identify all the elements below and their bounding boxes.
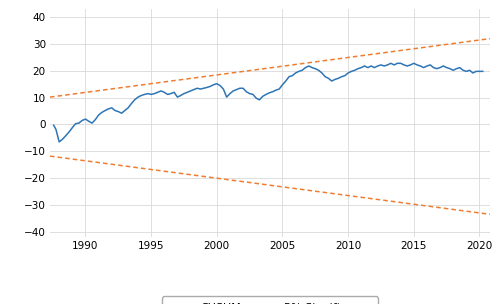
Legend: CUSUM, 5% Significance: CUSUM, 5% Significance <box>162 296 378 304</box>
